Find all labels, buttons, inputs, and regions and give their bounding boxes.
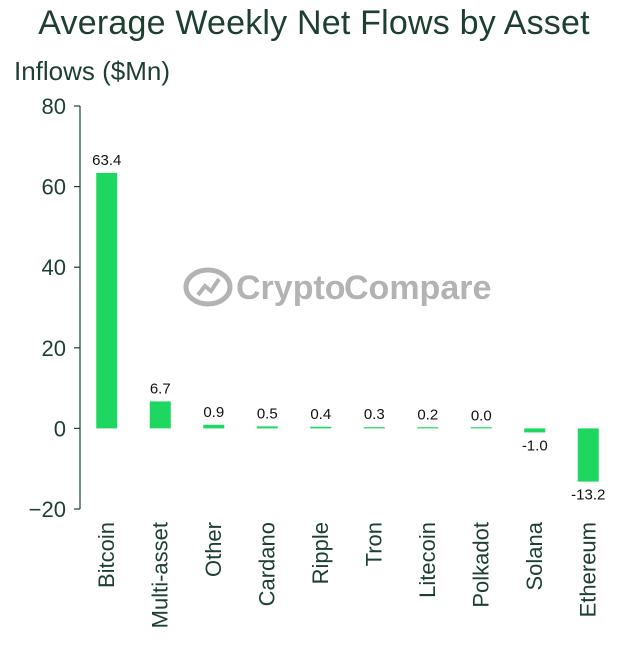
value-label: 63.4 <box>92 152 121 169</box>
bar-ethereum <box>577 428 599 482</box>
category-label: Tron <box>361 522 386 566</box>
category-label: Other <box>201 522 226 577</box>
bar-multi-asset <box>149 401 171 429</box>
category-label: Cardano <box>254 522 279 606</box>
category-label: Multi-asset <box>147 522 172 628</box>
value-label: 0.3 <box>364 406 385 423</box>
y-tick-label: 80 <box>42 94 66 119</box>
bar-tron <box>363 427 385 429</box>
bar-solana <box>524 428 546 433</box>
category-label: Litecoin <box>415 522 440 598</box>
cryptocompare-logo-icon <box>183 267 233 307</box>
chart-title: Average Weekly Net Flows by Asset <box>38 4 590 42</box>
category-labels: Bitcoin Multi-asset Other Cardano Ripple Tron… <box>94 521 601 628</box>
value-label: 0.0 <box>471 407 492 424</box>
bar-cardano <box>256 426 278 429</box>
value-label: -13.2 <box>571 487 605 504</box>
value-label: 0.9 <box>203 404 224 421</box>
category-label: Ethereum <box>575 522 600 617</box>
category-label: Ripple <box>308 522 333 584</box>
value-labels: 63.4 6.7 0.9 0.5 0.4 0.3 0.2 0.0 -1.0 -13.2 <box>92 152 605 504</box>
bar-other <box>203 424 225 429</box>
value-label: 0.2 <box>417 407 438 424</box>
value-label: -1.0 <box>522 437 548 454</box>
category-label: Polkadot <box>468 522 493 608</box>
y-tick-label: −20 <box>29 497 66 522</box>
value-label: 0.4 <box>310 406 331 423</box>
value-label: 0.5 <box>257 405 278 422</box>
y-axis: 80 60 40 20 0 −20 <box>29 94 81 522</box>
bar-litecoin <box>417 427 439 429</box>
watermark: Crypto Compare <box>183 267 491 307</box>
bar-polkadot <box>470 427 492 429</box>
bars <box>96 172 599 482</box>
value-label: 6.7 <box>150 380 171 397</box>
bar-ripple <box>310 426 332 429</box>
category-label: Solana <box>522 521 547 590</box>
y-tick-label: 20 <box>42 336 66 361</box>
watermark-text-compare: Compare <box>344 269 491 307</box>
y-tick-label: 40 <box>42 255 66 280</box>
y-tick-label: 60 <box>42 175 66 200</box>
watermark-text-crypto: Crypto <box>236 269 346 307</box>
category-label: Bitcoin <box>94 522 119 588</box>
y-tick-label: 0 <box>54 416 66 441</box>
bar-bitcoin <box>96 172 118 429</box>
y-axis-label: Inflows ($Mn) <box>14 56 171 86</box>
